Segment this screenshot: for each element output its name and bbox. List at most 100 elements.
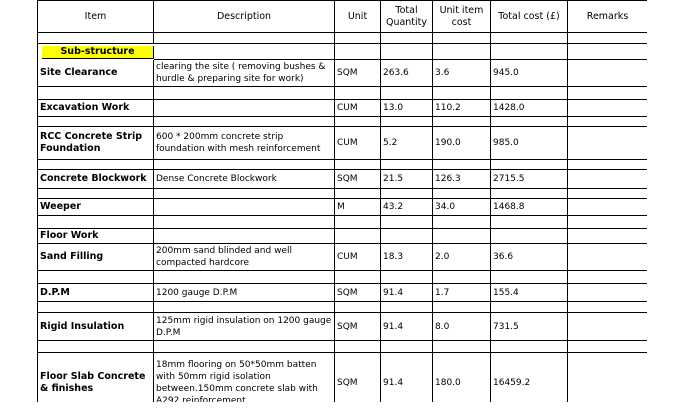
- cell: [433, 33, 491, 44]
- cell: 2715.5: [491, 170, 568, 189]
- cell: [154, 100, 335, 117]
- cell: [568, 271, 647, 284]
- cell: 155.4: [491, 284, 568, 302]
- cell: [433, 87, 491, 100]
- cell: 110.2: [433, 100, 491, 117]
- cell: 1468.8: [491, 199, 568, 216]
- cell: [433, 302, 491, 313]
- cell: 200mm sand blinded and well compacted ha…: [154, 244, 335, 271]
- cell-text: 155.4: [493, 287, 519, 298]
- cell: [433, 229, 491, 244]
- cell-text: 731.5: [493, 321, 519, 332]
- cell: SQM: [335, 353, 381, 402]
- cell: 263.6: [381, 60, 433, 87]
- cell-text: SQM: [337, 287, 358, 298]
- cell: [335, 229, 381, 244]
- cell: Unit item cost: [433, 0, 491, 33]
- cell-text: 600 * 200mm concrete strip foundation wi…: [156, 132, 321, 154]
- item-label: Site Clearance: [40, 67, 118, 78]
- cell-text: 1468.8: [493, 202, 525, 212]
- cell: [154, 199, 335, 216]
- cell: 91.4: [381, 284, 433, 302]
- cell: [381, 341, 433, 353]
- cell: [491, 271, 568, 284]
- cell: [568, 302, 647, 313]
- cell: [433, 341, 491, 353]
- item-label: D.P.M: [40, 286, 70, 298]
- cell: [38, 302, 154, 313]
- cell: D.P.M: [38, 284, 154, 302]
- cell: [38, 341, 154, 353]
- cell: [433, 216, 491, 229]
- cell: [154, 189, 335, 199]
- cell: [433, 160, 491, 170]
- cell: [335, 302, 381, 313]
- cell: [154, 33, 335, 44]
- cell: [154, 44, 335, 60]
- cell: Unit: [335, 0, 381, 33]
- cell: 43.2: [381, 199, 433, 216]
- cell-text: CUM: [337, 138, 358, 148]
- cell: [154, 341, 335, 353]
- cell-text: 985.0: [493, 138, 519, 148]
- cell: Remarks: [568, 0, 647, 33]
- cell: Site Clearance: [38, 60, 154, 87]
- cell: Sand Filling: [38, 244, 154, 271]
- cell: [568, 160, 647, 170]
- cell: Total Quantity: [381, 0, 433, 33]
- cell: 34.0: [433, 199, 491, 216]
- cell: Floor Work: [38, 229, 154, 244]
- cell: [38, 87, 154, 100]
- cell: [433, 189, 491, 199]
- cell-text: 3.6: [435, 68, 450, 78]
- cell: [381, 160, 433, 170]
- cell: [568, 216, 647, 229]
- item-label: Floor Slab Concrete & finishes: [40, 370, 146, 394]
- cell: 126.3: [433, 170, 491, 189]
- cell: [38, 216, 154, 229]
- cell: Weeper: [38, 199, 154, 216]
- cell: 945.0: [491, 60, 568, 87]
- cell: [433, 44, 491, 60]
- cell: [568, 244, 647, 271]
- cell: [154, 302, 335, 313]
- cell: clearing the site ( removing bushes & hu…: [154, 60, 335, 87]
- cell-text: Dense Concrete Blockwork: [156, 174, 277, 184]
- cell: [491, 229, 568, 244]
- cell-text: 13.0: [383, 103, 404, 113]
- cell: [38, 160, 154, 170]
- cell: 16459.2: [491, 353, 568, 402]
- cell: 5.2: [381, 127, 433, 160]
- cell: [381, 44, 433, 60]
- cell-text: 8.0: [435, 321, 450, 332]
- cell: [568, 33, 647, 44]
- cell: 18.3: [381, 244, 433, 271]
- cell: Total cost (£): [491, 0, 568, 33]
- item-label: Rigid Insulation: [40, 320, 125, 332]
- cell: [568, 44, 647, 60]
- cell-text: 91.4: [383, 287, 404, 298]
- cell: 2.0: [433, 244, 491, 271]
- cell: [568, 127, 647, 160]
- cell: M: [335, 199, 381, 216]
- cell: [491, 189, 568, 199]
- cell: [568, 313, 647, 341]
- column-header: Item: [84, 10, 107, 22]
- cell: 1200 gauge D.P.M: [154, 284, 335, 302]
- cell: 91.4: [381, 353, 433, 402]
- column-header: Unit item cost: [439, 4, 484, 28]
- item-label: Floor Work: [40, 230, 99, 241]
- cell: [568, 170, 647, 189]
- cell-text: 110.2: [435, 103, 461, 113]
- cell: 125mm rigid insulation on 1200 gauge D.P…: [154, 313, 335, 341]
- cell: [568, 87, 647, 100]
- cell-text: M: [337, 202, 345, 212]
- item-label: RCC Concrete Strip Foundation: [40, 131, 143, 154]
- item-label: Weeper: [40, 201, 81, 212]
- column-header: Description: [216, 10, 272, 22]
- cell-text: SQM: [337, 174, 358, 184]
- cell-text: 91.4: [383, 321, 404, 332]
- cell: Floor Slab Concrete & finishes: [38, 353, 154, 402]
- cell-text: SQM: [337, 321, 358, 332]
- cell: [335, 189, 381, 199]
